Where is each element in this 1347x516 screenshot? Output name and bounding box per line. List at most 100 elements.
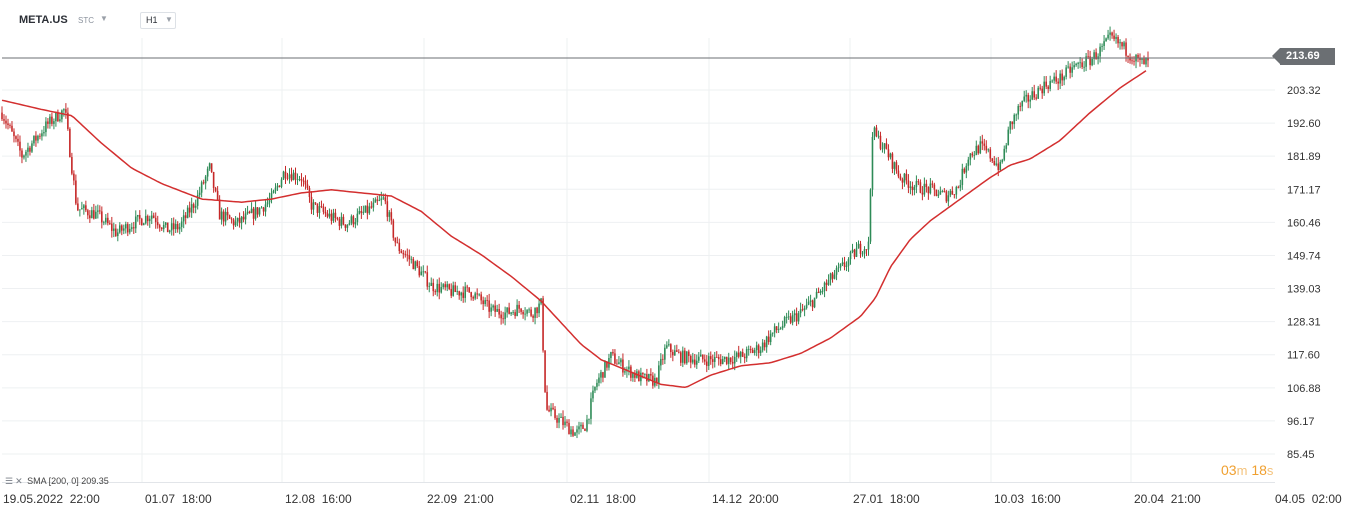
candle-body xyxy=(200,182,203,193)
candle-body xyxy=(913,187,916,191)
candle-body xyxy=(386,201,389,217)
candle-body xyxy=(1057,81,1059,84)
candle-body xyxy=(993,161,996,165)
candle-body xyxy=(7,123,9,126)
candle-body xyxy=(198,192,201,195)
candle-body xyxy=(116,232,119,237)
candle-body xyxy=(875,127,878,136)
chevron-down-icon[interactable]: ▼ xyxy=(100,14,108,23)
candle-body xyxy=(869,189,872,242)
candle-body xyxy=(192,204,195,208)
candle-body xyxy=(907,180,910,188)
candle-body xyxy=(526,310,528,314)
candle-body xyxy=(368,206,371,214)
candle-body xyxy=(737,352,740,357)
candle-body xyxy=(392,220,395,238)
candle-body xyxy=(264,204,267,212)
y-tick-label: 106.88 xyxy=(1287,383,1321,395)
candle-body xyxy=(242,216,245,220)
y-tick-label: 181.89 xyxy=(1287,151,1321,163)
candle-body xyxy=(524,313,526,315)
candle-body xyxy=(182,215,185,222)
candle-body xyxy=(244,213,247,220)
candle-body xyxy=(11,125,13,132)
candle-body xyxy=(648,373,650,382)
candle-body xyxy=(1119,42,1121,44)
x-tick-label: 19.05.2022 22:00 xyxy=(3,492,100,506)
candle-body xyxy=(554,409,556,418)
candle-body xyxy=(208,163,211,169)
candle-body xyxy=(136,215,139,217)
candle-body xyxy=(508,307,510,314)
candle-body xyxy=(362,212,365,214)
candle-body xyxy=(1055,76,1057,82)
candle-body xyxy=(214,188,217,191)
candle-body xyxy=(586,419,588,431)
candle-body xyxy=(282,171,285,180)
candle-body xyxy=(322,206,325,212)
candle-body xyxy=(833,274,836,279)
candle-body xyxy=(1029,99,1032,102)
candle-body xyxy=(642,372,644,375)
candle-body xyxy=(500,314,502,319)
candle-body xyxy=(184,215,187,218)
candle-body xyxy=(312,202,315,210)
candle-body xyxy=(482,300,484,305)
candle-body xyxy=(514,312,516,316)
timeframe-value: H1 xyxy=(146,15,158,25)
candle-body xyxy=(1129,57,1131,61)
candle-body xyxy=(801,309,804,311)
candle-body xyxy=(516,304,518,316)
list-icon[interactable]: ☰ xyxy=(5,476,14,486)
candle-body xyxy=(258,208,261,215)
candle-body xyxy=(496,308,498,312)
candle-body xyxy=(1041,88,1043,94)
candle-body xyxy=(1037,87,1039,99)
candle-body xyxy=(31,143,33,152)
candle-body xyxy=(105,217,107,223)
candle-body xyxy=(228,215,231,219)
y-axis-labels: 203.32 192.60 181.89 171.17 160.46 149.74 139.… xyxy=(1287,85,1321,461)
candle-body xyxy=(1035,97,1037,99)
timeframe-select[interactable]: H1 ▼ xyxy=(140,12,176,29)
candle-body xyxy=(699,354,702,357)
candle-body xyxy=(152,215,155,218)
instrument-type-label[interactable]: STC xyxy=(78,16,94,25)
candle-body xyxy=(468,287,470,293)
candle-body xyxy=(332,212,335,221)
candle-body xyxy=(1083,66,1085,68)
candle-body xyxy=(779,328,782,330)
candle-body xyxy=(1007,129,1010,146)
candle-body xyxy=(721,359,724,365)
candle-body xyxy=(682,350,684,363)
candle-body xyxy=(1065,67,1067,77)
candle-body xyxy=(965,165,968,173)
candle-body xyxy=(113,228,115,231)
candle-body xyxy=(476,293,478,295)
candle-body xyxy=(843,262,846,267)
countdown-min-unit: m xyxy=(1236,463,1248,478)
candle-body xyxy=(398,242,401,251)
candle-body xyxy=(288,174,291,179)
candle-body xyxy=(550,407,552,412)
chart-toolbar: META.US STC ▼ H1 ▼ xyxy=(0,0,600,40)
candle-body xyxy=(252,208,255,219)
indicator-name[interactable]: SMA xyxy=(27,476,47,486)
candle-body xyxy=(1077,62,1079,64)
candle-body xyxy=(410,258,413,260)
x-tick-label: 27.01 18:00 xyxy=(853,492,920,506)
candle-body xyxy=(196,194,199,206)
candle-body xyxy=(450,289,453,296)
candle-body xyxy=(492,305,494,308)
candle-body xyxy=(1125,42,1127,56)
candle-body xyxy=(356,213,359,223)
close-icon[interactable]: ✕ xyxy=(15,476,23,486)
candle-body xyxy=(462,292,464,298)
candle-body xyxy=(224,211,227,222)
candle-body xyxy=(602,372,604,378)
symbol-label[interactable]: META.US xyxy=(19,14,68,26)
candle-body xyxy=(77,203,79,211)
candle-body xyxy=(610,352,612,359)
candle-body xyxy=(887,149,890,158)
